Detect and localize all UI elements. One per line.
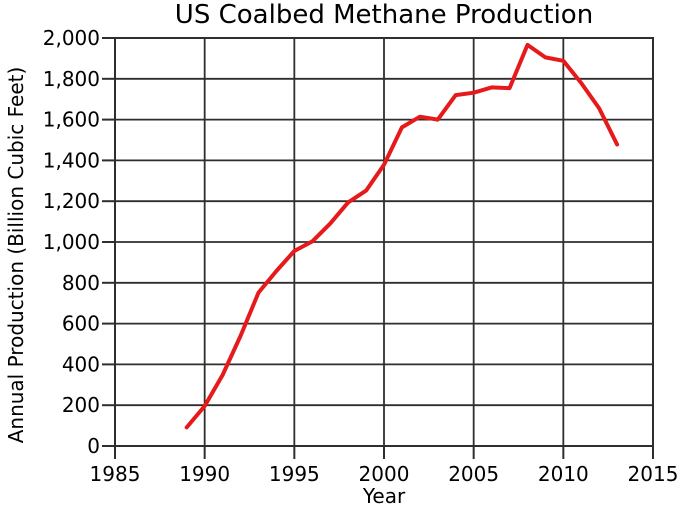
y-tick-label: 400 — [62, 352, 100, 376]
x-tick-label: 1990 — [179, 462, 230, 486]
x-tick-label: 2000 — [359, 462, 410, 486]
production-line — [184, 42, 620, 430]
x-tick-label: 1995 — [269, 462, 320, 486]
x-tick-label: 1985 — [90, 462, 141, 486]
y-tick-label: 800 — [62, 271, 100, 295]
chart-title: US Coalbed Methane Production — [174, 0, 594, 30]
y-tick-label: 2,000 — [43, 26, 100, 50]
x-tick-label: 2005 — [448, 462, 499, 486]
y-tick-label: 1,400 — [43, 148, 100, 172]
x-tick-label: 2015 — [628, 462, 679, 486]
y-tick-label: 1,800 — [43, 67, 100, 91]
y-tick-label: 1,600 — [43, 108, 100, 132]
x-tick-label: 2010 — [538, 462, 589, 486]
x-axis-label: Year — [362, 484, 406, 508]
y-tick-label: 0 — [87, 434, 100, 458]
y-tick-label: 1,000 — [43, 230, 100, 254]
y-tick-label: 1,200 — [43, 189, 100, 213]
y-tick-label: 600 — [62, 312, 100, 336]
y-tick-label: 200 — [62, 393, 100, 417]
